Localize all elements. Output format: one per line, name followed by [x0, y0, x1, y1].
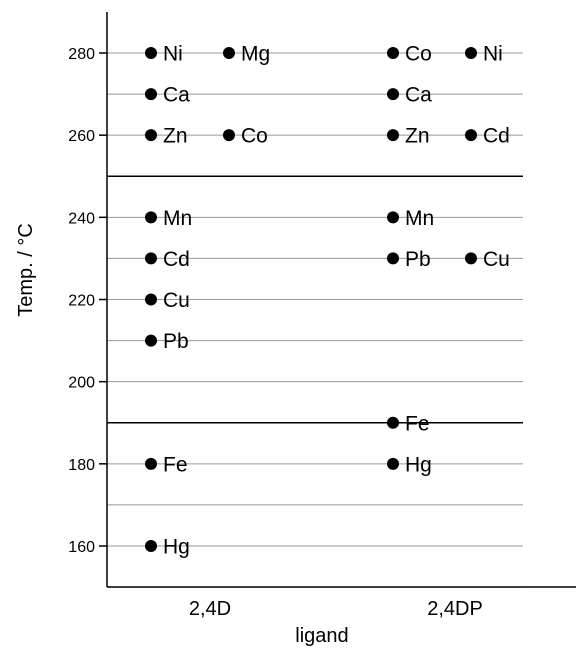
point-label-ni: Ni [163, 43, 183, 66]
point-label-co: Co [405, 43, 432, 66]
point-label-zn: Zn [405, 125, 430, 148]
data-point-pb-8 [145, 334, 157, 347]
data-point-mn-16 [387, 211, 399, 224]
data-point-zn-3 [145, 129, 157, 142]
point-label-cd: Cd [483, 125, 510, 148]
data-point-fe-19 [387, 416, 399, 429]
data-point-cd-6 [145, 252, 157, 265]
data-point-zn-14 [387, 129, 399, 142]
y-tick-label-280: 280 [68, 46, 95, 63]
data-point-hg-20 [387, 457, 399, 470]
data-point-co-11 [387, 47, 399, 59]
x-tick-label-0: 2,4D [189, 598, 231, 620]
data-point-fe-9 [145, 457, 157, 470]
data-point-ni-12 [465, 47, 477, 59]
point-label-fe: Fe [163, 453, 188, 476]
point-label-cu: Cu [163, 289, 190, 312]
data-point-mn-5 [145, 211, 157, 224]
point-label-ni: Ni [483, 43, 503, 66]
y-tick-label-260: 260 [68, 128, 95, 145]
y-axis-title: Temp. / °C [15, 223, 37, 317]
data-point-hg-10 [145, 540, 157, 552]
point-label-zn: Zn [163, 125, 188, 148]
y-tick-label-200: 200 [68, 375, 95, 392]
point-label-hg: Hg [163, 536, 190, 559]
point-label-pb: Pb [163, 330, 189, 353]
y-tick-label-240: 240 [68, 210, 95, 227]
data-point-ni-0 [145, 47, 157, 59]
point-label-ca: Ca [163, 84, 190, 107]
point-label-ca: Ca [405, 84, 432, 107]
y-tick-labels: 160 180 200 220 240 260 280 [68, 46, 107, 556]
data-point-mg-1 [223, 47, 235, 59]
data-point-ca-13 [387, 88, 399, 101]
point-label-cd: Cd [163, 248, 190, 271]
point-label-hg: Hg [405, 453, 432, 476]
y-tick-label-160: 160 [68, 539, 95, 556]
data-point-pb-17 [387, 252, 399, 265]
point-label-mg: Mg [241, 43, 270, 66]
y-tick-label-220: 220 [68, 293, 95, 310]
data-point-co-4 [223, 129, 235, 142]
data-point-cu-7 [145, 293, 157, 306]
data-point-ca-2 [145, 88, 157, 101]
y-tick-label-180: 180 [68, 457, 95, 474]
point-label-co: Co [241, 125, 268, 148]
point-label-fe: Fe [405, 412, 430, 435]
point-label-mn: Mn [405, 207, 434, 230]
data-points: Ni Mg Ca Zn Co Mn Cd Cu Pb Fe Hg Co Ni Ca Zn Cd Mn Pb Cu Fe… [145, 43, 510, 559]
point-label-pb: Pb [405, 248, 431, 271]
point-label-cu: Cu [483, 248, 510, 271]
x-axis-title: ligand [295, 625, 348, 647]
data-point-cu-18 [465, 252, 477, 265]
x-tick-label-1: 2,4DP [427, 598, 483, 620]
data-point-cd-15 [465, 129, 477, 142]
x-tick-labels: 2,4D 2,4DP [189, 598, 483, 620]
point-label-mn: Mn [163, 207, 192, 230]
